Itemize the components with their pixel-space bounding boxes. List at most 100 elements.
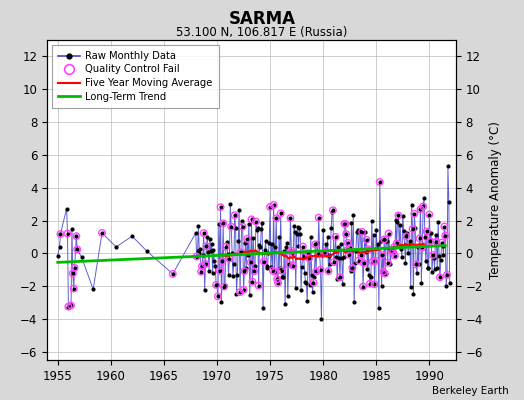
Point xyxy=(304,250,312,256)
Point xyxy=(201,261,210,267)
Point xyxy=(273,276,281,282)
Point xyxy=(416,235,424,242)
Point xyxy=(70,264,79,271)
Point xyxy=(340,221,348,227)
Point xyxy=(331,234,340,240)
Point xyxy=(329,207,337,214)
Point xyxy=(277,268,286,274)
Point xyxy=(425,211,433,218)
Point xyxy=(314,214,323,221)
Point xyxy=(380,236,388,243)
Point xyxy=(255,282,263,289)
Point xyxy=(316,266,325,273)
Point xyxy=(312,268,320,275)
Point xyxy=(288,250,297,257)
Point xyxy=(270,268,279,275)
Point xyxy=(341,221,350,227)
Point xyxy=(311,241,320,248)
Point xyxy=(289,262,297,269)
Point xyxy=(376,179,384,185)
Text: SARMA: SARMA xyxy=(228,10,296,28)
Point xyxy=(287,248,296,254)
Point xyxy=(247,216,256,222)
Point xyxy=(412,261,420,268)
Point xyxy=(266,204,274,210)
Point xyxy=(330,259,338,265)
Point xyxy=(394,212,402,219)
Point xyxy=(70,285,78,292)
Point xyxy=(342,231,351,237)
Point xyxy=(370,281,379,288)
Point xyxy=(220,283,228,290)
Point xyxy=(215,268,224,274)
Text: Berkeley Earth: Berkeley Earth xyxy=(432,386,508,396)
Point xyxy=(227,224,235,230)
Point xyxy=(440,223,449,230)
Point xyxy=(309,279,318,286)
Point xyxy=(218,258,226,264)
Point xyxy=(192,253,201,260)
Point xyxy=(202,243,211,250)
Point xyxy=(429,252,437,258)
Point xyxy=(443,272,451,278)
Point xyxy=(410,210,419,217)
Point xyxy=(98,230,106,236)
Point xyxy=(315,251,324,257)
Point xyxy=(419,203,428,210)
Point xyxy=(214,293,222,300)
Point xyxy=(379,269,388,275)
Point xyxy=(368,258,377,265)
Point xyxy=(260,258,268,265)
Point xyxy=(225,255,234,262)
Point xyxy=(344,240,352,246)
Point xyxy=(252,218,260,225)
Point xyxy=(299,244,307,250)
Point xyxy=(169,271,177,277)
Point xyxy=(219,220,227,226)
Point xyxy=(371,258,379,264)
Point xyxy=(324,268,333,274)
Point xyxy=(385,230,393,237)
Point xyxy=(237,249,245,256)
Point xyxy=(246,259,255,266)
Point xyxy=(387,247,396,254)
Point xyxy=(250,268,258,274)
Point xyxy=(274,280,282,286)
Point xyxy=(359,284,367,290)
Text: 53.100 N, 106.817 E (Russia): 53.100 N, 106.817 E (Russia) xyxy=(176,26,348,39)
Point xyxy=(381,270,389,277)
Point xyxy=(366,280,374,287)
Point xyxy=(67,302,75,309)
Point xyxy=(240,268,248,274)
Point xyxy=(432,238,441,245)
Point xyxy=(248,278,257,285)
Point xyxy=(320,250,328,256)
Point xyxy=(238,223,247,230)
Point xyxy=(343,247,351,254)
Point xyxy=(64,304,73,310)
Point xyxy=(426,238,434,244)
Point xyxy=(277,210,285,216)
Point xyxy=(200,230,208,236)
Point xyxy=(73,246,81,253)
Point xyxy=(438,239,446,246)
Legend: Raw Monthly Data, Quality Control Fail, Five Year Moving Average, Long-Term Tren: Raw Monthly Data, Quality Control Fail, … xyxy=(52,45,219,108)
Point xyxy=(72,233,81,239)
Point xyxy=(358,229,366,235)
Point xyxy=(216,204,225,210)
Point xyxy=(364,246,373,252)
Point xyxy=(416,206,424,212)
Point xyxy=(63,230,72,237)
Point xyxy=(390,244,398,250)
Point xyxy=(243,236,252,242)
Point xyxy=(436,274,444,280)
Point xyxy=(336,274,344,280)
Point xyxy=(422,228,431,235)
Point xyxy=(391,252,399,259)
Point xyxy=(378,252,387,258)
Point xyxy=(269,202,278,208)
Point xyxy=(384,260,392,266)
Point xyxy=(362,236,370,243)
Point xyxy=(197,268,205,275)
Point xyxy=(418,244,427,250)
